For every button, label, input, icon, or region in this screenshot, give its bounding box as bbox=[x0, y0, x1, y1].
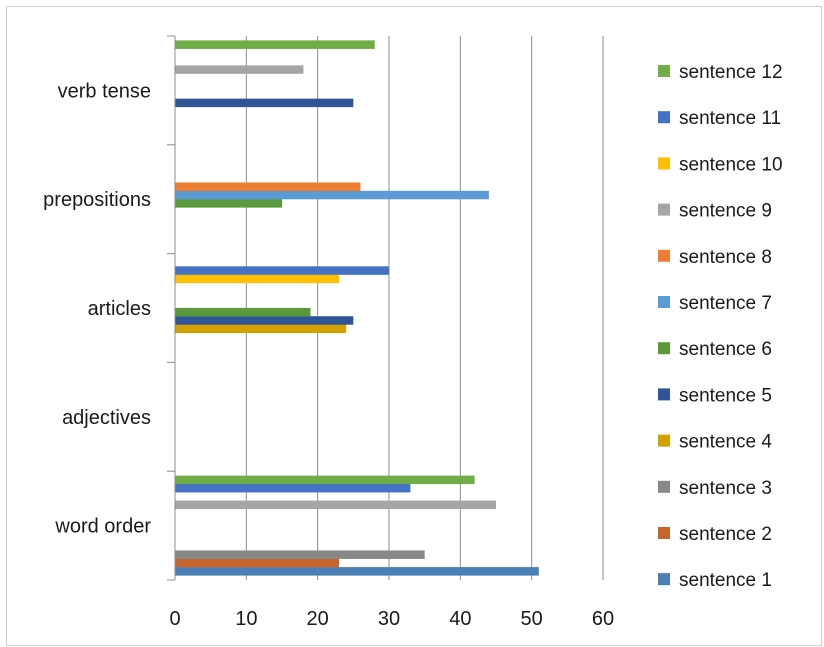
legend-item: sentence 8 bbox=[658, 247, 772, 268]
category-label: adjectives bbox=[62, 407, 151, 429]
legend-item: sentence 2 bbox=[658, 524, 772, 545]
legend-label: sentence 2 bbox=[679, 524, 772, 545]
legend-swatch bbox=[658, 249, 670, 262]
bar bbox=[175, 316, 354, 325]
bar bbox=[175, 98, 354, 108]
legend-item: sentence 3 bbox=[658, 478, 772, 499]
bar bbox=[175, 307, 311, 317]
x-tick-label: 50 bbox=[521, 608, 543, 630]
legend-label: sentence 6 bbox=[679, 339, 772, 360]
legend-swatch bbox=[658, 65, 670, 77]
category-label: verb tense bbox=[58, 80, 151, 102]
legend-label: sentence 9 bbox=[679, 201, 772, 222]
legend-item: sentence 6 bbox=[658, 339, 772, 360]
bar bbox=[175, 190, 489, 200]
bars bbox=[175, 40, 539, 576]
legend-label: sentence 5 bbox=[679, 385, 772, 406]
legend-swatch bbox=[658, 296, 670, 308]
legend-item: sentence 12 bbox=[658, 62, 783, 83]
bar bbox=[175, 199, 282, 208]
legend-label: sentence 12 bbox=[679, 62, 783, 83]
legend-item: sentence 4 bbox=[658, 432, 772, 453]
bar bbox=[175, 500, 496, 510]
category-label: word order bbox=[54, 516, 151, 538]
legend-item: sentence 7 bbox=[658, 293, 772, 314]
x-tick-label: 40 bbox=[449, 608, 471, 630]
bar bbox=[175, 324, 347, 334]
legend-label: sentence 8 bbox=[679, 247, 772, 268]
legend-swatch bbox=[658, 111, 670, 124]
legend: sentence 12 sentence 11 sentence 10 sentenc… bbox=[658, 62, 783, 591]
legend-swatch bbox=[658, 527, 670, 539]
legend-label: sentence 10 bbox=[679, 154, 783, 175]
x-tick-label: 60 bbox=[592, 608, 614, 630]
legend-swatch bbox=[658, 388, 670, 401]
legend-swatch bbox=[658, 573, 670, 586]
legend-label: sentence 7 bbox=[679, 293, 772, 314]
legend-swatch bbox=[658, 342, 670, 355]
legend-item: sentence 1 bbox=[658, 570, 772, 591]
bar bbox=[175, 483, 411, 493]
bar bbox=[175, 558, 340, 568]
legend-swatch bbox=[658, 203, 670, 216]
legend-item: sentence 11 bbox=[658, 108, 781, 129]
legend-item: sentence 5 bbox=[658, 385, 772, 406]
bar bbox=[175, 40, 375, 49]
legend-swatch bbox=[658, 157, 670, 170]
bar bbox=[175, 550, 425, 559]
x-tick-label: 10 bbox=[235, 608, 257, 630]
bar bbox=[175, 65, 304, 74]
bar bbox=[175, 266, 389, 275]
category-label: prepositions bbox=[43, 189, 151, 211]
legend-swatch bbox=[658, 480, 670, 493]
x-tick-label: 20 bbox=[307, 608, 329, 630]
legend-item: sentence 9 bbox=[658, 201, 772, 222]
legend-label: sentence 4 bbox=[679, 432, 772, 453]
legend-item: sentence 10 bbox=[658, 154, 783, 175]
category-label: articles bbox=[88, 298, 151, 320]
bar bbox=[175, 475, 475, 485]
legend-label: sentence 3 bbox=[679, 478, 772, 499]
x-tick-label: 0 bbox=[169, 608, 180, 630]
bar bbox=[175, 182, 361, 191]
legend-swatch bbox=[658, 434, 670, 447]
legend-label: sentence 11 bbox=[679, 108, 781, 129]
bar bbox=[175, 567, 539, 576]
category-labels: word order adjectives articles prepositions… bbox=[43, 80, 151, 537]
bar bbox=[175, 274, 340, 284]
axes bbox=[167, 35, 176, 581]
x-tick-labels: 0 10 20 30 40 50 60 bbox=[169, 608, 614, 630]
chart-frame bbox=[6, 6, 822, 646]
legend-label: sentence 1 bbox=[679, 570, 772, 591]
x-tick-label: 30 bbox=[378, 608, 400, 630]
